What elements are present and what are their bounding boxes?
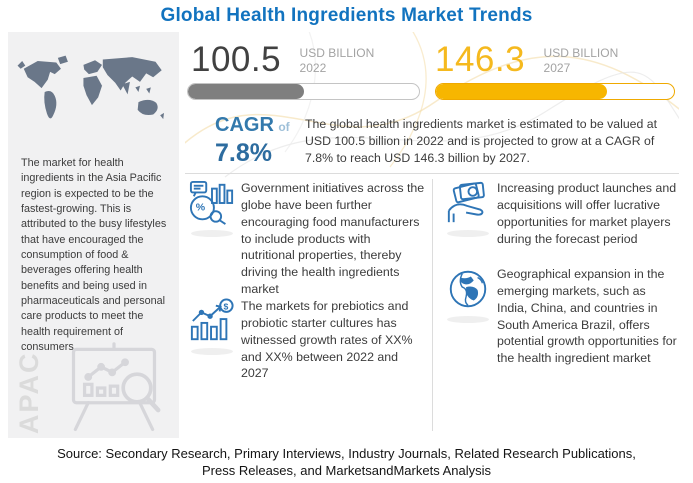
- growth-chart-icon: $: [189, 298, 235, 344]
- vertical-divider: [432, 179, 433, 431]
- stat-2027-value: 146.3: [435, 40, 526, 79]
- money-bills-hand-icon: [445, 180, 491, 226]
- market-analysis-icon: %: [189, 180, 235, 226]
- market-summary-text: The global health ingredients market is …: [305, 117, 658, 165]
- market-summary-panel: 100.5 USD BILLION 2022 146.3 USD BILLION…: [185, 32, 679, 438]
- cagr-value: 7.8%: [215, 139, 272, 167]
- stat-2022-unit-label: USD BILLION: [299, 46, 375, 60]
- cagr-block: CAGR of 7.8%: [215, 114, 290, 168]
- stat-2022-year: 2022: [299, 61, 327, 75]
- horizontal-divider: [185, 173, 679, 174]
- progress-bar-2022-fill: [188, 84, 304, 99]
- stat-2027-unit: USD BILLION 2027: [544, 46, 619, 76]
- bullet-product-launches: Increasing product launches and acquisit…: [497, 181, 677, 246]
- svg-text:%: %: [196, 202, 206, 214]
- source-line-2: Press Releases, and MarketsandMarkets An…: [201, 463, 491, 479]
- stat-2027-year: 2027: [543, 61, 571, 75]
- bullet-prebiotics-growth: The markets for prebiotics and probiotic…: [241, 299, 413, 381]
- bullet-geographical-expansion: Geographical expansion in the emerging m…: [497, 267, 677, 366]
- progress-bar-2027-fill: [436, 84, 608, 99]
- easel-chart-magnifier-icon: [55, 342, 173, 434]
- bullet-government-initiatives: Government initiatives across the globe …: [241, 181, 425, 297]
- globe-icon: [445, 266, 491, 312]
- stat-2022-unit: USD BILLION 2022: [300, 46, 375, 76]
- svg-text:$: $: [224, 302, 229, 312]
- page-title: Global Health Ingredients Market Trends: [160, 5, 533, 26]
- stat-2027: 146.3 USD BILLION 2027: [435, 40, 618, 80]
- apac-description: The market for health ingredients in the…: [21, 157, 167, 353]
- icon-shadow: [191, 230, 233, 237]
- stat-2022: 100.5 USD BILLION 2022: [191, 40, 374, 80]
- source-note: Source: Secondary Research, Primary Inte…: [0, 445, 693, 479]
- world-map-icon: [16, 46, 171, 138]
- cagr-of-label: of: [278, 120, 290, 134]
- cagr-label: CAGR: [215, 114, 274, 136]
- stat-2022-value: 100.5: [191, 40, 282, 79]
- progress-bar-2022: [187, 83, 420, 100]
- icon-shadow: [191, 348, 233, 355]
- stat-2027-unit-label: USD BILLION: [543, 46, 619, 60]
- icon-shadow: [447, 316, 489, 323]
- source-line-1: Source: Secondary Research, Primary Inte…: [57, 446, 636, 461]
- icon-shadow: [447, 230, 489, 237]
- apac-region-label: APAC: [14, 351, 44, 434]
- progress-bar-2027: [435, 83, 675, 100]
- apac-sidebar: The market for health ingredients in the…: [8, 32, 179, 438]
